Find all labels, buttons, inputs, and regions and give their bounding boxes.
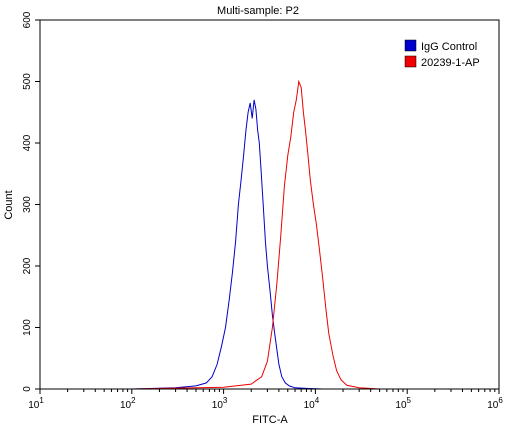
series-line-0	[131, 99, 499, 390]
x-tick-label: 105	[395, 396, 411, 411]
x-tick-exponent: 3	[223, 396, 228, 405]
legend-swatch	[404, 39, 417, 52]
legend-label: 20239-1-AP	[421, 57, 480, 69]
x-tick-exponent: 1	[39, 396, 44, 405]
x-tick-exponent: 2	[131, 396, 136, 405]
legend: IgG Control 20239-1-AP	[404, 39, 480, 69]
x-tick-label: 101	[28, 396, 44, 411]
x-tick-exponent: 6	[498, 396, 503, 405]
series-layer	[131, 79, 499, 390]
y-tick-label: 100	[22, 319, 33, 336]
y-tick-label: 600	[22, 11, 33, 28]
y-tick-label: 300	[22, 196, 33, 213]
x-tick-exponent: 4	[315, 396, 320, 405]
axis-ticks: 101 102 103 104 105 106 0 100 200 300 400 500 600	[22, 11, 503, 411]
x-tick-label: 102	[120, 396, 136, 411]
series-line-1	[131, 79, 499, 390]
x-axis-label: FITC-A	[252, 414, 288, 426]
x-tick-exponent: 5	[407, 396, 412, 405]
x-tick-label: 104	[304, 396, 320, 411]
y-axis-label: Count	[3, 190, 15, 219]
plot-frame	[39, 19, 500, 390]
y-tick-label: 200	[22, 257, 33, 274]
chart-title: Multi-sample: P2	[217, 5, 299, 17]
x-tick-label: 103	[212, 396, 228, 411]
y-tick-label: 400	[22, 134, 33, 151]
legend-label: IgG Control	[421, 41, 477, 53]
legend-swatch	[404, 55, 417, 68]
y-tick-label: 500	[22, 73, 33, 90]
y-tick-label: 0	[22, 386, 33, 392]
x-tick-label: 106	[487, 396, 503, 411]
